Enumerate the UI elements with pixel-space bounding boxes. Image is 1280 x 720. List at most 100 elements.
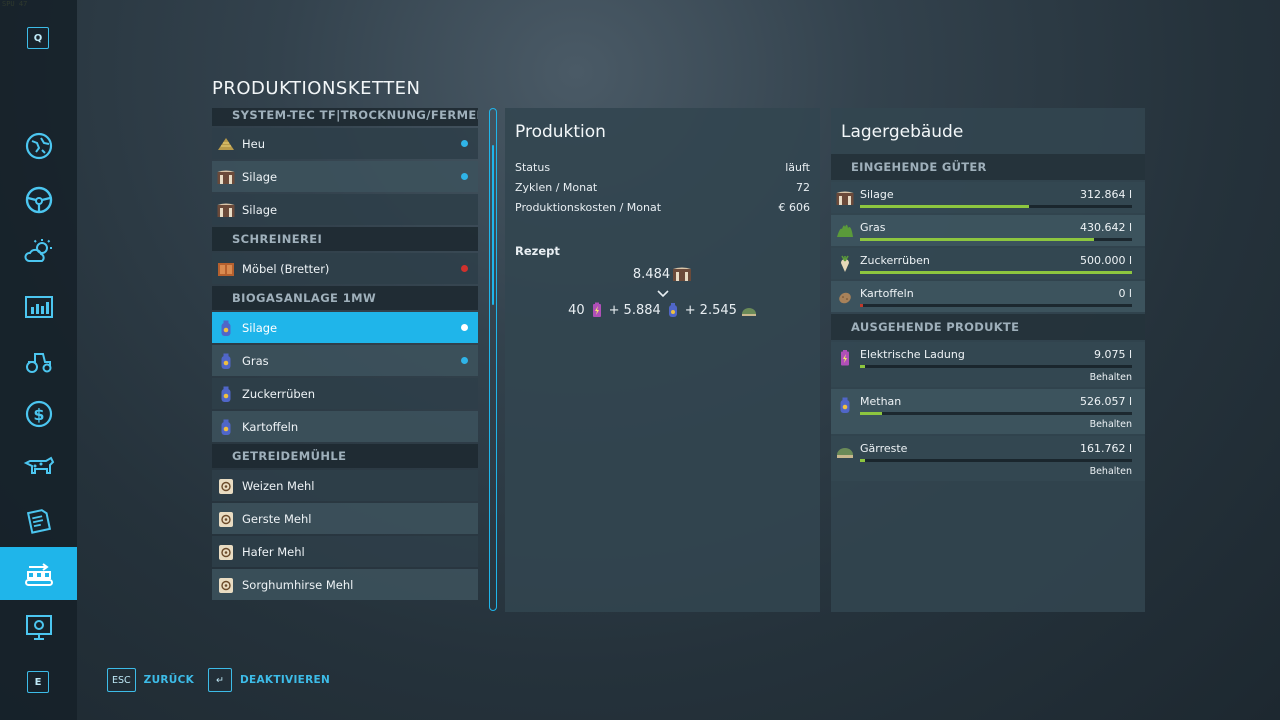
status-dot: [461, 140, 468, 147]
flour-icon: [217, 477, 235, 495]
production-chain-label: Silage: [242, 320, 278, 335]
section-header: SYSTEM-TEC TF|TROCKNUNG/FERMEN...: [212, 108, 478, 126]
recipe-input: 8.484: [505, 266, 820, 282]
storage-item-name: Methan: [860, 395, 902, 408]
sugarbeet-icon: [836, 255, 854, 273]
production-chain-item[interactable]: Heu: [212, 128, 478, 159]
silage-icon: [836, 189, 854, 207]
outgoing-product-row: Methan 526.057 l Behalten: [831, 389, 1145, 434]
sidebar-item-help[interactable]: [0, 601, 77, 653]
storage-title: Lagergebäude: [841, 122, 964, 142]
outgoing-product-row: Elektrische Ladung 9.075 l Behalten: [831, 342, 1145, 387]
production-chain-label: Möbel (Bretter): [242, 261, 330, 276]
fill-level-bar: [860, 365, 1132, 368]
status-dot: [461, 324, 468, 331]
production-chain-item[interactable]: Silage: [212, 194, 478, 225]
fill-level-bar: [860, 459, 1132, 462]
recipe-input-amount: 8.484: [632, 266, 671, 282]
production-chain-item[interactable]: Möbel (Bretter): [212, 253, 478, 284]
sidebar-item-vehicles[interactable]: [0, 334, 77, 386]
fill-level-bar: [860, 205, 1132, 208]
outgoing-product-row: Gärreste 161.762 l Behalten: [831, 436, 1145, 481]
production-chain-label: Gras: [242, 353, 269, 368]
sidebar-item-weather[interactable]: [0, 226, 77, 278]
silage-icon: [217, 201, 235, 219]
fill-level-bar: [860, 412, 1132, 415]
production-chain-item[interactable]: Zuckerrüben: [212, 378, 478, 409]
incoming-good-row: Silage 312.864 l: [831, 182, 1145, 213]
grass-icon: [836, 222, 854, 240]
silage-icon: [673, 267, 692, 281]
sidebar-item-statistics[interactable]: [0, 281, 77, 333]
page-title: PRODUKTIONSKETTEN: [212, 78, 421, 99]
production-chain-item[interactable]: Sorghumhirse Mehl: [212, 569, 478, 600]
production-chain-item[interactable]: Weizen Mehl: [212, 470, 478, 501]
sidebar-item-map[interactable]: [0, 120, 77, 172]
storage-mode-label[interactable]: Behalten: [1089, 372, 1132, 383]
storage-panel: Lagergebäude EINGEHENDE GÜTER Silage 312.…: [831, 108, 1145, 612]
back-button[interactable]: ESC ZURÜCK: [107, 668, 194, 692]
storage-item-name: Elektrische Ladung: [860, 348, 965, 361]
fill-level-bar-fill: [860, 459, 866, 462]
sidebar-item-contracts[interactable]: [0, 495, 77, 547]
status-label: Status: [515, 161, 551, 174]
sidebar-key-q[interactable]: Q: [27, 27, 49, 49]
section-header: BIOGASANLAGE 1MW: [212, 286, 478, 310]
fill-level-bar-fill: [860, 304, 863, 307]
storage-item-name: Zuckerrüben: [860, 254, 930, 267]
flour-icon: [217, 543, 235, 561]
digestate-icon: [741, 308, 756, 316]
sidebar-key-e[interactable]: E: [27, 671, 49, 693]
tractor-icon: [25, 353, 51, 373]
list-scrollbar[interactable]: [489, 108, 497, 611]
storage-mode-label[interactable]: Behalten: [1089, 466, 1132, 477]
production-chain-item[interactable]: Kartoffeln: [212, 411, 478, 442]
production-title: Produktion: [515, 122, 606, 142]
steering-wheel-icon: [25, 186, 52, 214]
esc-key-badge: ESC: [107, 668, 136, 692]
production-chain-label: Hafer Mehl: [242, 544, 305, 559]
production-chain-label: Silage: [242, 202, 278, 217]
digestate-icon: [836, 443, 854, 461]
sidebar-item-vehicle[interactable]: [0, 174, 77, 226]
storage-item-amount: 9.075 l: [1093, 348, 1132, 361]
storage-mode-label[interactable]: Behalten: [1089, 419, 1132, 430]
storage-item-name: Gras: [860, 221, 886, 234]
status-dot: [461, 173, 468, 180]
outgoing-products-header: AUSGEHENDE PRODUKTE: [831, 314, 1145, 340]
sidebar-item-production-chains[interactable]: [0, 547, 77, 600]
fill-level-bar: [860, 238, 1132, 241]
production-chain-item[interactable]: Hafer Mehl: [212, 536, 478, 567]
production-costs-row: Produktionskosten / Monat € 606: [505, 198, 820, 218]
production-chain-label: Zuckerrüben: [242, 386, 316, 401]
storage-item-name: Kartoffeln: [860, 287, 914, 300]
production-chain-item[interactable]: Silage: [212, 161, 478, 192]
flour-icon: [217, 576, 235, 594]
sidebar-item-finance[interactable]: $: [0, 388, 77, 440]
fill-level-bar-fill: [860, 412, 882, 415]
costs-value: € 606: [778, 201, 811, 214]
sidebar-item-animals[interactable]: [0, 441, 77, 493]
production-chain-item[interactable]: Gras: [212, 345, 478, 376]
methane-icon: [217, 385, 235, 403]
electric-charge-icon: [836, 349, 854, 367]
list-scrollbar-thumb[interactable]: [492, 145, 494, 305]
storage-item-amount: 430.642 l: [1079, 221, 1132, 234]
cycles-label: Zyklen / Monat: [515, 181, 598, 194]
silage-icon: [217, 168, 235, 186]
deactivate-button[interactable]: ↵ DEAKTIVIEREN: [208, 668, 330, 692]
methane-icon: [836, 396, 854, 414]
recipe-output-amount: 40: [568, 302, 585, 318]
svg-text:$: $: [33, 405, 44, 424]
methane-icon: [217, 319, 235, 337]
production-chains-icon: [24, 562, 53, 586]
fill-level-bar-fill: [860, 205, 1029, 208]
production-chain-label: Kartoffeln: [242, 419, 299, 434]
incoming-goods-list: Silage 312.864 l Gras 430.642 l Zuckerrüben 5…: [831, 182, 1145, 312]
production-chain-item[interactable]: Silage: [212, 312, 478, 343]
production-chain-label: Sorghumhirse Mehl: [242, 577, 354, 592]
finance-icon: $: [25, 400, 52, 428]
status-dot: [461, 357, 468, 364]
storage-item-amount: 312.864 l: [1079, 188, 1132, 201]
production-chain-item[interactable]: Gerste Mehl: [212, 503, 478, 534]
